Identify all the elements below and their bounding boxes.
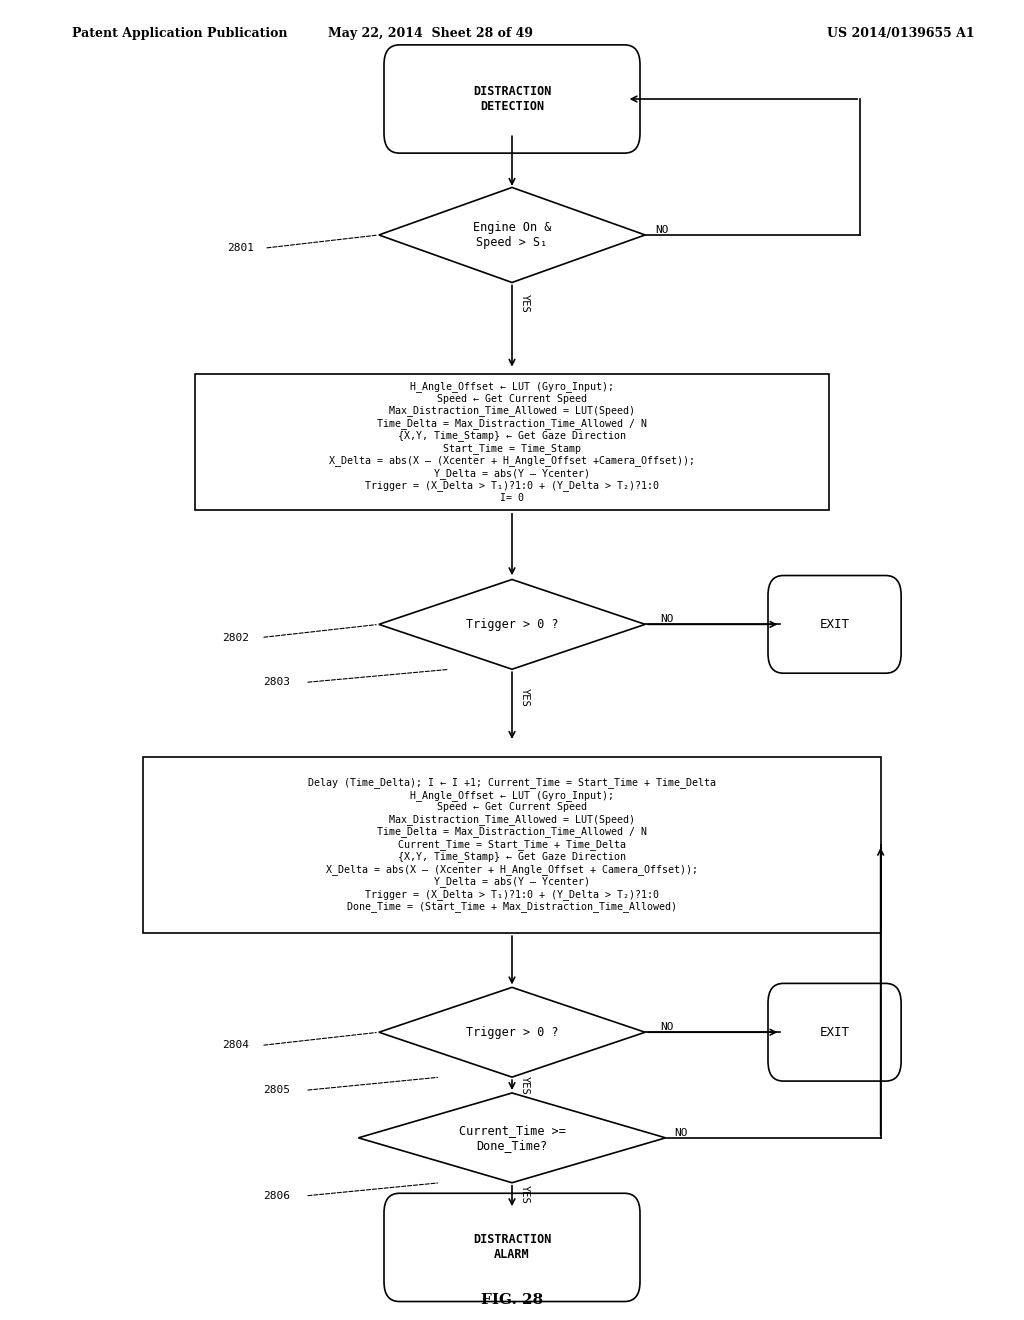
FancyBboxPatch shape xyxy=(768,983,901,1081)
Text: NO: NO xyxy=(655,224,669,235)
Text: EXIT: EXIT xyxy=(819,1026,850,1039)
Text: Current_Time >=
Done_Time?: Current_Time >= Done_Time? xyxy=(459,1123,565,1152)
Text: DISTRACTION
ALARM: DISTRACTION ALARM xyxy=(473,1233,551,1262)
Text: NO: NO xyxy=(660,614,674,624)
FancyBboxPatch shape xyxy=(768,576,901,673)
Text: 2802: 2802 xyxy=(222,632,249,643)
Text: 2804: 2804 xyxy=(222,1040,249,1051)
Text: 2805: 2805 xyxy=(263,1085,290,1096)
Text: 2806: 2806 xyxy=(263,1191,290,1201)
Text: EXIT: EXIT xyxy=(819,618,850,631)
Text: YES: YES xyxy=(520,1076,530,1094)
Text: Patent Application Publication: Patent Application Publication xyxy=(72,26,287,40)
FancyBboxPatch shape xyxy=(195,375,829,510)
Text: US 2014/0139655 A1: US 2014/0139655 A1 xyxy=(827,26,975,40)
Text: YES: YES xyxy=(520,688,530,706)
Text: 2803: 2803 xyxy=(263,677,290,688)
FancyBboxPatch shape xyxy=(143,758,881,932)
FancyBboxPatch shape xyxy=(384,1193,640,1302)
Polygon shape xyxy=(358,1093,666,1183)
Text: YES: YES xyxy=(520,1185,530,1204)
Text: Engine On &
Speed > S₁: Engine On & Speed > S₁ xyxy=(473,220,551,249)
Text: 2801: 2801 xyxy=(227,243,254,253)
Text: FIG. 28: FIG. 28 xyxy=(481,1294,543,1307)
Polygon shape xyxy=(379,987,645,1077)
FancyBboxPatch shape xyxy=(384,45,640,153)
Text: Trigger > 0 ?: Trigger > 0 ? xyxy=(466,618,558,631)
Text: NO: NO xyxy=(674,1127,687,1138)
Text: Trigger > 0 ?: Trigger > 0 ? xyxy=(466,1026,558,1039)
Text: H_Angle_Offset ← LUT (Gyro_Input);
Speed ← Get Current Speed
Max_Distraction_Tim: H_Angle_Offset ← LUT (Gyro_Input); Speed… xyxy=(329,381,695,503)
Text: Delay (Time_Delta); I ← I +1; Current_Time = Start_Time + Time_Delta
H_Angle_Off: Delay (Time_Delta); I ← I +1; Current_Ti… xyxy=(308,777,716,912)
Text: DISTRACTION
DETECTION: DISTRACTION DETECTION xyxy=(473,84,551,114)
Text: YES: YES xyxy=(520,294,530,313)
Polygon shape xyxy=(379,579,645,669)
Polygon shape xyxy=(379,187,645,282)
Text: NO: NO xyxy=(660,1022,674,1032)
Text: May 22, 2014  Sheet 28 of 49: May 22, 2014 Sheet 28 of 49 xyxy=(328,26,532,40)
